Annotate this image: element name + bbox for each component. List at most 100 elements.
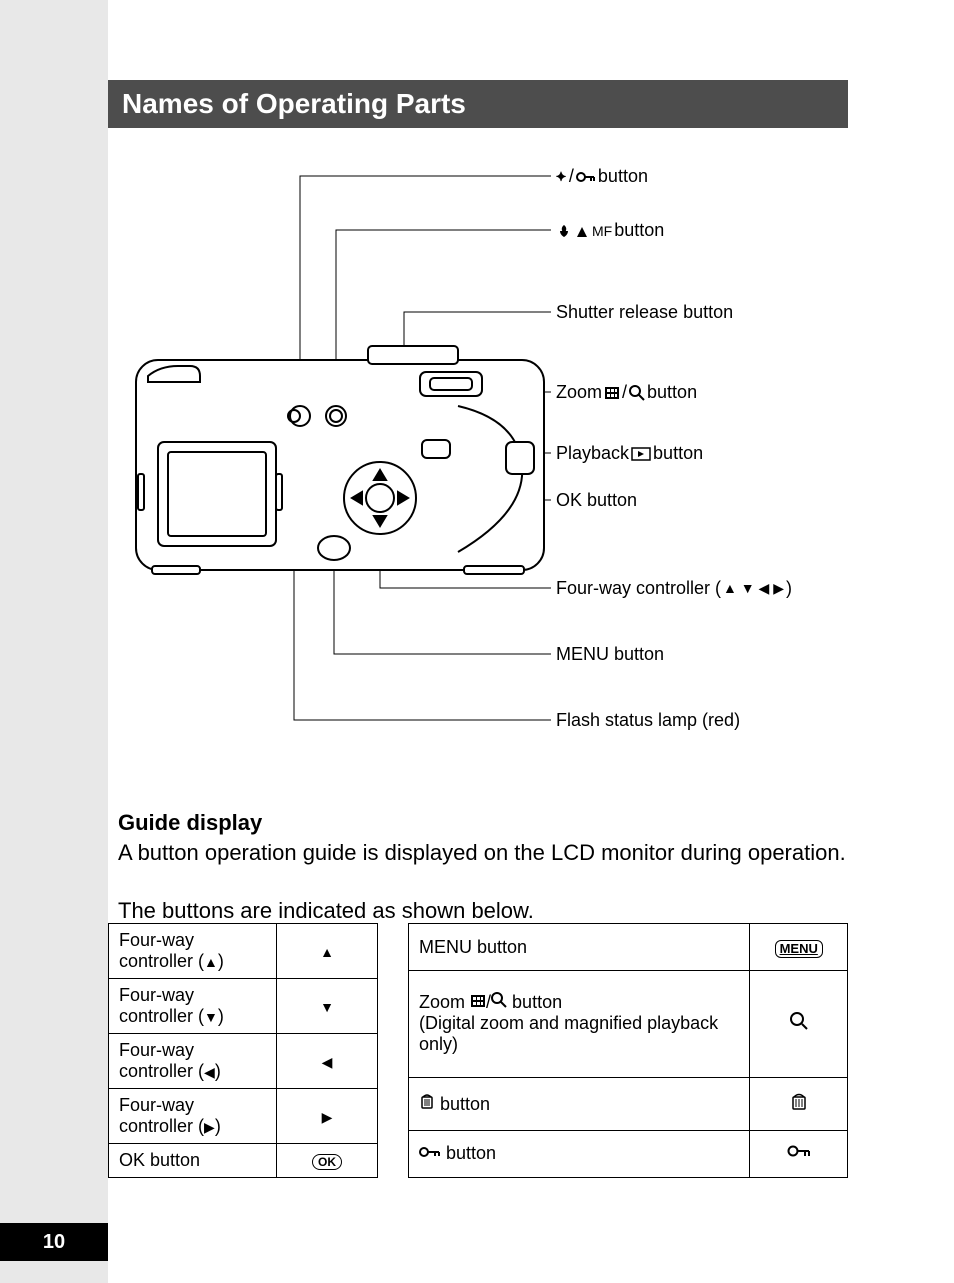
row-label-suffix: ) xyxy=(218,1006,224,1026)
guide-table-right: MENU button MENU Zoom / button (Digital … xyxy=(408,923,848,1178)
icon-cell: ◀ xyxy=(277,1034,378,1089)
key-icon xyxy=(787,1143,811,1159)
up-triangle-icon: ▲ xyxy=(320,944,334,960)
icon-cell xyxy=(750,971,848,1077)
row-label-mid: button xyxy=(512,992,562,1012)
table-row: button xyxy=(409,1130,848,1177)
callout-ok: OK button xyxy=(556,490,637,511)
guide-para2: The buttons are indicated as shown below… xyxy=(118,896,848,926)
callout-menu: MENU button xyxy=(556,644,664,665)
table-row: Four-way controller (▲) ▲ xyxy=(109,924,378,979)
row-label-after: button xyxy=(440,1094,490,1114)
magnify-icon xyxy=(789,1011,809,1031)
row-label-suffix: ) xyxy=(215,1116,221,1136)
table-row: Four-way controller (◀) ◀ xyxy=(109,1034,378,1089)
icon-cell: ▶ xyxy=(277,1089,378,1144)
guide-heading: Guide display xyxy=(118,808,848,838)
right-triangle-icon: ▶ xyxy=(204,1119,215,1136)
callout-label: Shutter release button xyxy=(556,302,733,323)
trash-icon xyxy=(419,1092,435,1110)
macro-icon xyxy=(556,223,572,239)
callout-label-after: button xyxy=(647,382,697,403)
row-label-line2: (Digital zoom and magnified playback onl… xyxy=(419,1013,718,1054)
left-triangle-icon: ◀ xyxy=(204,1064,215,1081)
right-triangle-icon: ▶ xyxy=(322,1109,333,1126)
guide-para1: A button operation guide is displayed on… xyxy=(118,838,848,868)
down-triangle-icon: ▼ xyxy=(320,999,334,1015)
magnify-icon xyxy=(491,992,507,1008)
label-cell: Zoom / button (Digital zoom and magnifie… xyxy=(409,971,750,1077)
flash-bolt-icon: ⯌ xyxy=(556,168,567,185)
left-triangle-icon: ◀ xyxy=(322,1054,333,1071)
label-cell: Four-way controller (◀) xyxy=(109,1034,277,1089)
callout-macro-mf: MF button xyxy=(556,220,664,241)
row-label-prefix: Four-way controller ( xyxy=(119,985,204,1026)
left-margin xyxy=(0,0,108,1283)
ok-badge-icon: OK xyxy=(312,1154,342,1170)
guide-table-left: Four-way controller (▲) ▲ Four-way contr… xyxy=(108,923,378,1178)
mf-text: MF xyxy=(592,223,612,239)
callout-label: button xyxy=(614,220,664,241)
callout-flash-key: ⯌ / button xyxy=(556,166,648,187)
row-label-suffix: ) xyxy=(215,1061,221,1081)
callout-label: button xyxy=(598,166,648,187)
row-label-after: button xyxy=(446,1143,496,1163)
table-row: Four-way controller (▼) ▼ xyxy=(109,979,378,1034)
icon-cell: OK xyxy=(277,1144,378,1178)
diagram-svg xyxy=(108,150,848,770)
row-label-prefix: Four-way controller ( xyxy=(119,1095,204,1136)
callout-label-after: ) xyxy=(786,578,792,599)
label-cell: Four-way controller (▲) xyxy=(109,924,277,979)
row-label-prefix: Four-way controller ( xyxy=(119,1040,204,1081)
magnify-icon xyxy=(629,385,645,401)
callout-label: MENU button xyxy=(556,644,664,665)
page-number: 10 xyxy=(0,1223,108,1261)
callout-label-before: Four-way controller ( xyxy=(556,578,721,599)
label-cell: MENU button xyxy=(409,924,750,971)
row-label-prefix: Zoom xyxy=(419,992,470,1012)
key-icon xyxy=(576,170,596,184)
table-row: Four-way controller (▶) ▶ xyxy=(109,1089,378,1144)
index-grid-icon xyxy=(470,994,486,1008)
up-triangle-icon: ▲ xyxy=(204,954,218,970)
label-cell: Four-way controller (▶) xyxy=(109,1089,277,1144)
row-label-prefix: Four-way controller ( xyxy=(119,930,204,971)
index-grid-icon xyxy=(604,386,620,400)
down-triangle-icon: ▼ xyxy=(204,1009,218,1025)
callout-playback: Playback button xyxy=(556,443,703,464)
section-title: Names of Operating Parts xyxy=(108,80,848,128)
table-row: MENU button MENU xyxy=(409,924,848,971)
key-icon xyxy=(419,1145,441,1159)
icon-cell: ▲ xyxy=(277,924,378,979)
callout-label-after: button xyxy=(653,443,703,464)
mountain-icon xyxy=(574,224,590,238)
callout-fourway: Four-way controller ( ▲ ▼ ◀ ▶ ) xyxy=(556,578,792,599)
slash: / xyxy=(622,382,627,403)
table-row: OK button OK xyxy=(109,1144,378,1178)
slash: / xyxy=(569,166,574,187)
callout-shutter: Shutter release button xyxy=(556,302,733,323)
table-row: button xyxy=(409,1077,848,1130)
row-label-suffix: ) xyxy=(218,951,224,971)
icon-cell: ▼ xyxy=(277,979,378,1034)
callout-label-before: Zoom xyxy=(556,382,602,403)
icon-cell xyxy=(750,1130,848,1177)
icon-cell xyxy=(750,1077,848,1130)
callout-label-before: Playback xyxy=(556,443,629,464)
label-cell: button xyxy=(409,1130,750,1177)
label-cell: OK button xyxy=(109,1144,277,1178)
guide-tables: Four-way controller (▲) ▲ Four-way contr… xyxy=(108,923,848,1178)
label-cell: button xyxy=(409,1077,750,1130)
callout-label: Flash status lamp (red) xyxy=(556,710,740,731)
callout-label: OK button xyxy=(556,490,637,511)
table-row: Zoom / button (Digital zoom and magnifie… xyxy=(409,971,848,1077)
menu-badge-icon: MENU xyxy=(775,940,823,958)
icon-cell: MENU xyxy=(750,924,848,971)
trash-icon xyxy=(790,1091,808,1111)
callout-zoom: Zoom / button xyxy=(556,382,697,403)
label-cell: Four-way controller (▼) xyxy=(109,979,277,1034)
camera-diagram: ⯌ / button MF button Shutter release but… xyxy=(108,150,848,770)
callout-flashlamp: Flash status lamp (red) xyxy=(556,710,740,731)
arrows-icon: ▲ ▼ ◀ ▶ xyxy=(723,580,784,597)
playback-icon xyxy=(631,447,651,461)
